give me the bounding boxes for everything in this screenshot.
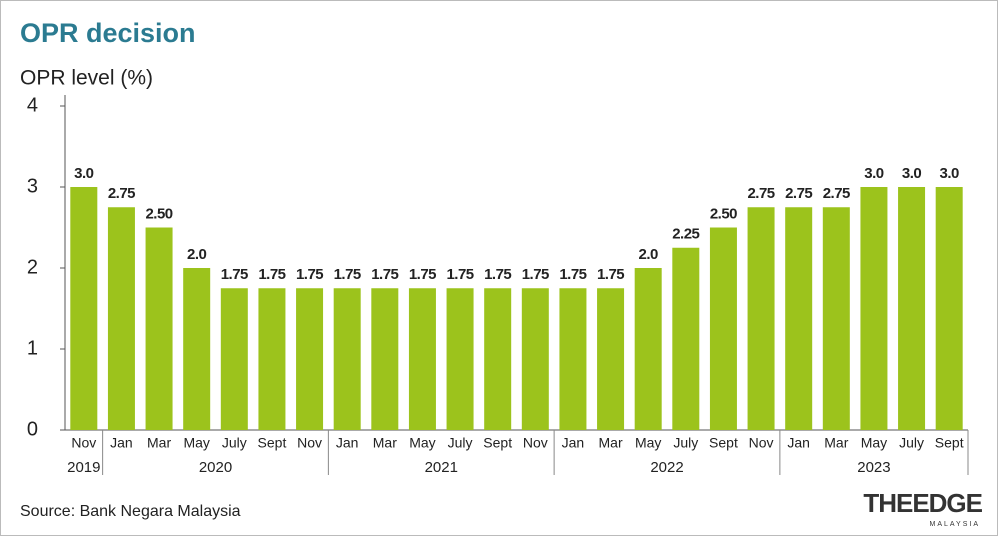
- x-group-label: 2022: [650, 459, 683, 476]
- bar: [408, 288, 436, 430]
- bar: [446, 288, 474, 430]
- bar: [333, 288, 361, 430]
- bar: [860, 187, 888, 430]
- y-tick-label: 2: [27, 256, 38, 278]
- value-label: 2.75: [747, 185, 774, 202]
- bar: [747, 207, 775, 430]
- bar: [107, 207, 135, 430]
- chart-title: OPR decision: [20, 18, 196, 48]
- x-tick-label: Sept: [258, 435, 287, 451]
- x-group-label: 2020: [199, 459, 232, 476]
- bar: [371, 288, 399, 430]
- bar: [597, 288, 625, 430]
- bar: [258, 288, 286, 430]
- x-tick-label: Jan: [787, 435, 810, 451]
- source: Source: Bank Negara Malaysia: [20, 503, 241, 520]
- x-tick-label: July: [899, 435, 924, 451]
- logo: THEEDGE: [863, 488, 982, 518]
- value-label: 1.75: [409, 266, 436, 283]
- bar: [220, 288, 248, 430]
- value-label: 3.0: [902, 165, 922, 182]
- bar: [183, 268, 211, 430]
- bar: [634, 268, 662, 430]
- x-tick-label: Nov: [71, 435, 96, 451]
- x-tick-label: July: [673, 435, 698, 451]
- x-tick-label: May: [409, 435, 435, 451]
- bar: [898, 187, 926, 430]
- value-label: 1.75: [522, 266, 549, 283]
- value-label: 2.75: [823, 185, 850, 202]
- y-tick-label: 1: [27, 337, 38, 359]
- x-group-label: 2023: [857, 459, 890, 476]
- bar: [296, 288, 324, 430]
- value-label: 1.75: [258, 266, 285, 283]
- value-label: 2.75: [785, 185, 812, 202]
- value-label: 2.50: [710, 205, 737, 222]
- x-tick-label: Nov: [297, 435, 322, 451]
- value-label: 1.75: [597, 266, 624, 283]
- x-tick-label: Nov: [749, 435, 774, 451]
- bar: [484, 288, 512, 430]
- x-tick-label: July: [448, 435, 473, 451]
- value-label: 2.50: [145, 205, 172, 222]
- bar: [70, 187, 98, 430]
- value-label: 1.75: [371, 266, 398, 283]
- x-tick-label: Mar: [147, 435, 171, 451]
- bar: [935, 187, 963, 430]
- value-label: 3.0: [864, 165, 884, 182]
- value-label: 1.75: [559, 266, 586, 283]
- value-label: 2.75: [108, 185, 135, 202]
- bar: [785, 207, 813, 430]
- x-tick-label: Sept: [483, 435, 512, 451]
- x-tick-label: Mar: [824, 435, 848, 451]
- value-label: 3.0: [74, 165, 94, 182]
- value-label: 3.0: [940, 165, 960, 182]
- x-tick-label: Mar: [599, 435, 623, 451]
- bar: [709, 227, 737, 430]
- x-tick-label: Jan: [336, 435, 359, 451]
- bar: [145, 227, 173, 430]
- y-axis-label: OPR level (%): [20, 67, 153, 90]
- y-tick-label: 3: [27, 175, 38, 197]
- bar: [559, 288, 587, 430]
- value-label: 1.75: [296, 266, 323, 283]
- value-label: 1.75: [446, 266, 473, 283]
- value-label: 2.0: [639, 246, 659, 263]
- x-tick-label: Nov: [523, 435, 548, 451]
- value-label: 1.75: [484, 266, 511, 283]
- y-tick-label: 4: [27, 94, 38, 116]
- x-group-label: 2019: [67, 459, 100, 476]
- value-label: 1.75: [334, 266, 361, 283]
- bar: [521, 288, 549, 430]
- x-tick-label: Mar: [373, 435, 397, 451]
- x-group-label: 2021: [425, 459, 458, 476]
- bar: [822, 207, 850, 430]
- x-tick-label: May: [183, 435, 209, 451]
- value-label: 1.75: [221, 266, 248, 283]
- x-tick-label: May: [861, 435, 887, 451]
- x-tick-label: July: [222, 435, 247, 451]
- x-tick-label: Sept: [709, 435, 738, 451]
- x-tick-label: Jan: [562, 435, 585, 451]
- value-label: 2.0: [187, 246, 207, 263]
- y-tick-label: 0: [27, 418, 38, 440]
- x-tick-label: May: [635, 435, 661, 451]
- x-tick-label: Jan: [110, 435, 133, 451]
- logo-sub: MALAYSIA: [930, 521, 981, 528]
- x-tick-label: Sept: [935, 435, 964, 451]
- bar: [672, 247, 700, 430]
- value-label: 2.25: [672, 226, 699, 243]
